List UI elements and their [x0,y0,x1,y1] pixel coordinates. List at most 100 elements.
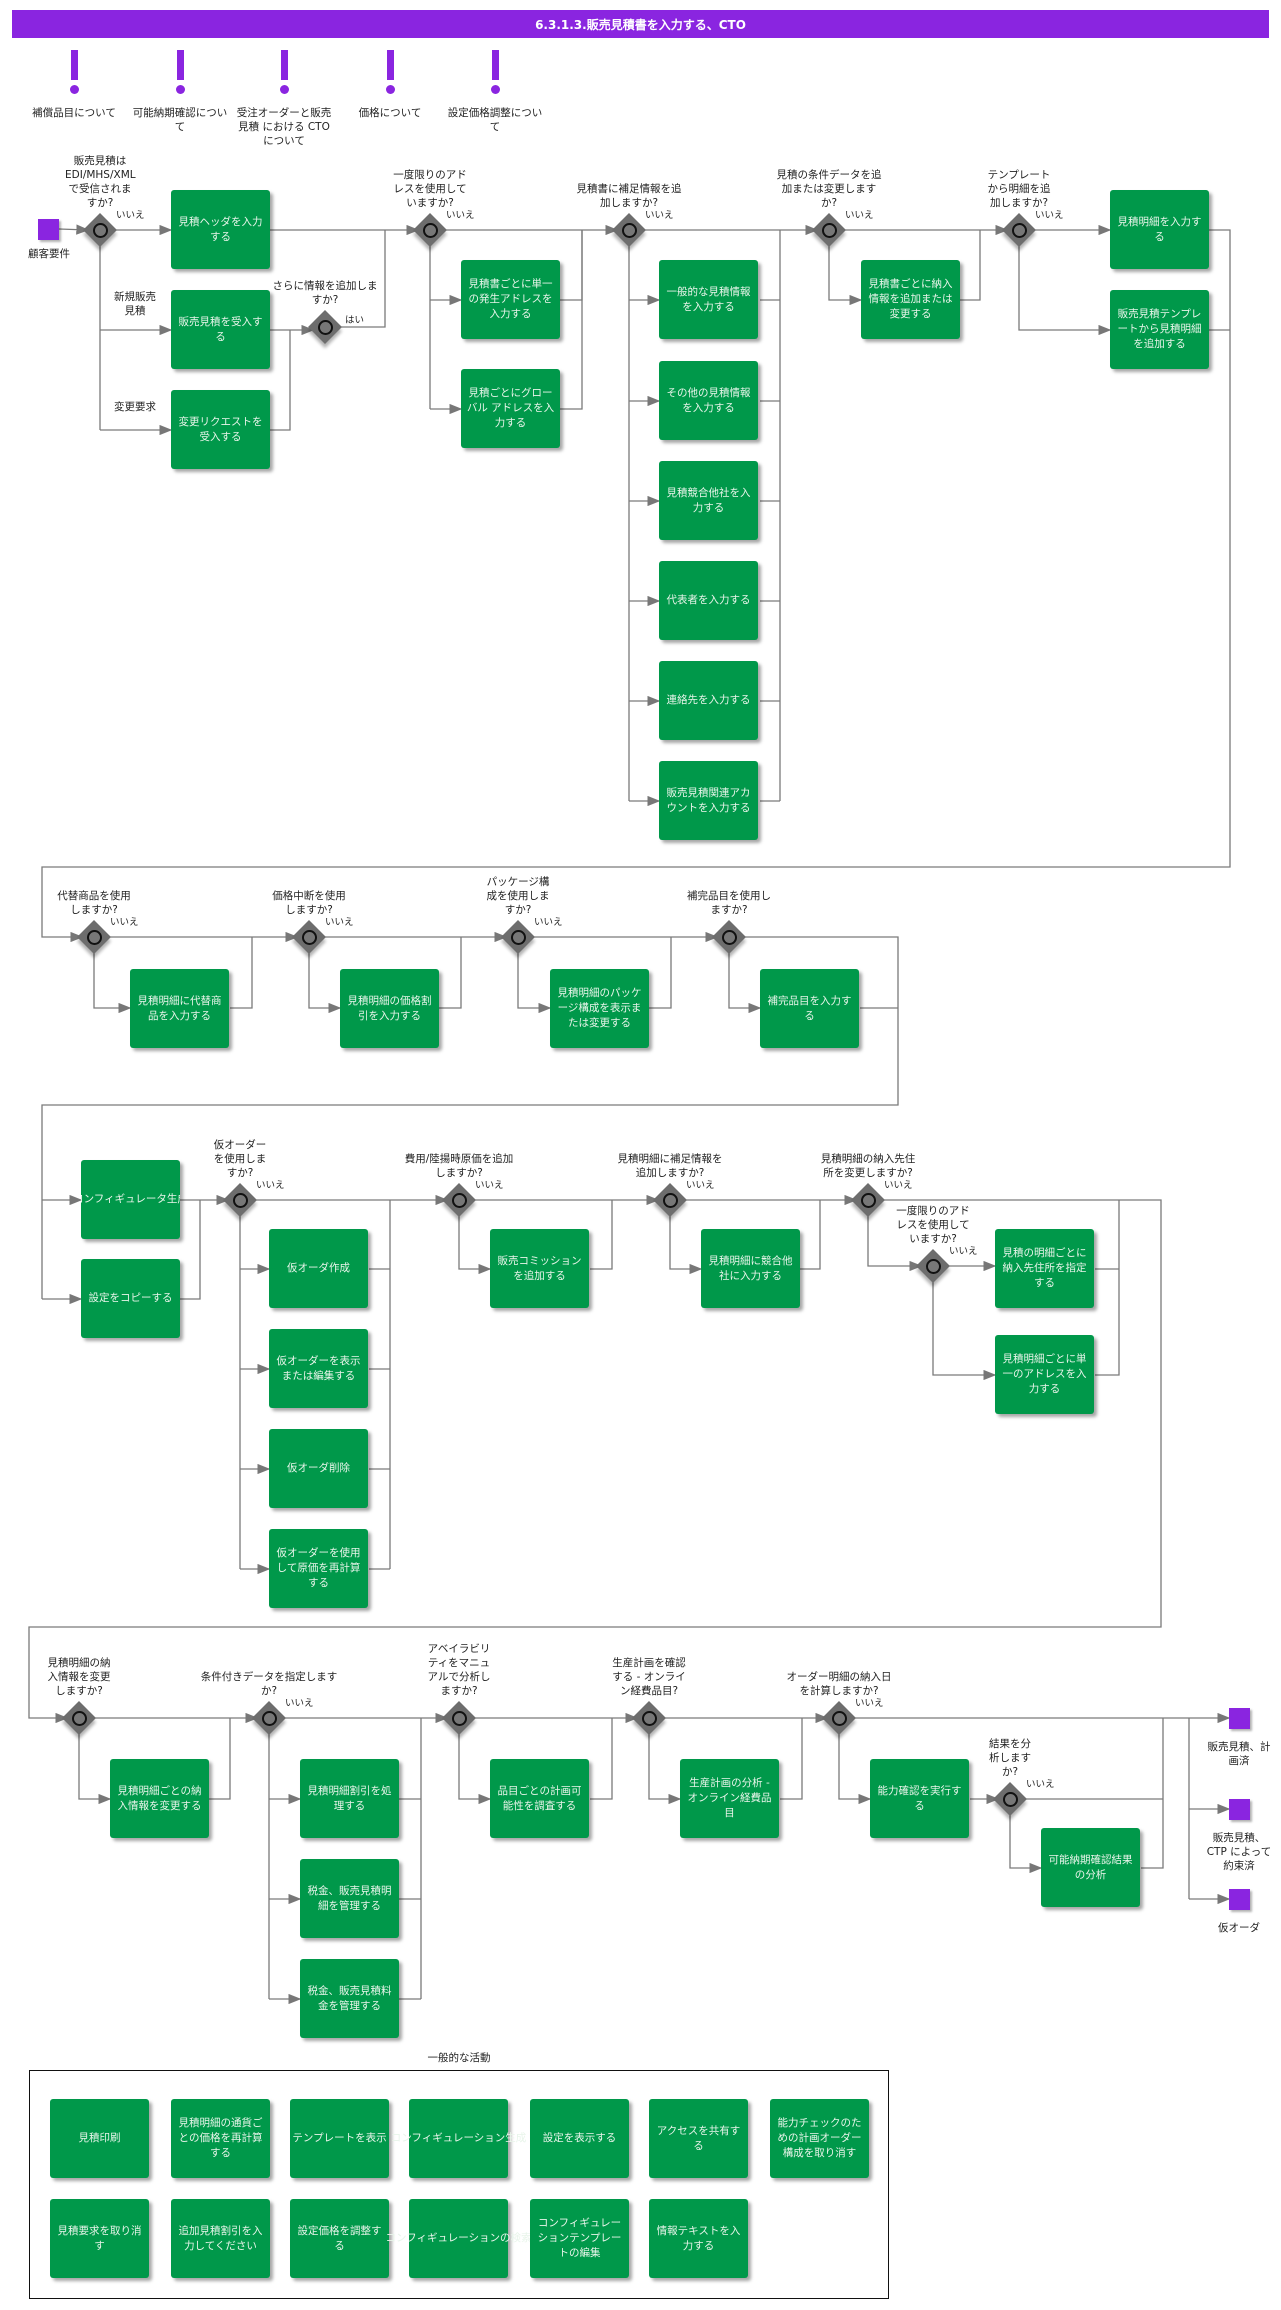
task-box[interactable]: 見積明細に代替商品を入力する [130,969,229,1048]
general-activity-box[interactable]: コンフィギュレーションテンプレートの編集 [530,2199,629,2278]
diagram-title: 6.3.1.3.販売見積書を入力する、CTO [12,10,1269,38]
general-activity-box[interactable]: 設定価格を調整する [290,2199,389,2278]
general-activity-box[interactable]: 見積印刷 [50,2099,149,2178]
note-label: 価格について [358,107,422,119]
task-box[interactable]: 見積明細割引を処理する [300,1759,399,1838]
general-activities-group [29,2070,889,2299]
task-label: 見積書ごとに単一の発生アドレスを入力する [468,278,553,320]
task-box[interactable]: 見積明細ごとの納入情報を変更する [110,1759,209,1838]
general-activity-box[interactable]: 設定を表示する [530,2099,629,2178]
general-activity-box[interactable]: テンプレートを表示 [290,2099,389,2178]
task-box[interactable]: 販売見積関連アカウントを入力する [659,761,758,840]
task-box[interactable]: 税金、販売見積明細を管理する [300,1859,399,1938]
general-activity-box[interactable]: アクセスを共有する [649,2099,748,2178]
task-box[interactable]: 販売コミッションを追加する [490,1229,589,1308]
task-box[interactable]: その他の見積情報を入力する [659,361,758,440]
gateway-1[interactable] [308,310,342,344]
gateway-3[interactable] [612,213,646,247]
gateway-circle-icon [423,223,438,238]
task-box[interactable]: 仮オーダ作成 [269,1229,368,1308]
gateway-0[interactable] [83,213,117,247]
task-box[interactable]: 生産計画の分析 - オンライン経費品目 [680,1759,779,1838]
task-box[interactable]: 見積競合他社を入力する [659,461,758,540]
task-box[interactable]: 変更リクエストを受入する [171,390,270,469]
task-box[interactable]: 設定をコピーする [81,1259,180,1338]
general-activity-label: コンフィギュレーションテンプレートの編集 [537,2217,622,2259]
task-box[interactable]: 能力確認を実行する [870,1759,969,1838]
gateway-2[interactable] [413,213,447,247]
task-box[interactable]: 仮オーダ削除 [269,1429,368,1508]
gateway-17[interactable] [442,1701,476,1735]
gateway-8[interactable] [501,920,535,954]
sequence-flow-arrow [41,936,899,1299]
task-box[interactable]: 見積の明細ごとに納入先住所を指定する [995,1229,1094,1308]
general-activity-box[interactable]: 能力チェックのための計画オーダー構成を取り消す [770,2099,869,2178]
task-box[interactable]: 見積明細を入力する [1110,190,1209,269]
gateway-9[interactable] [712,920,746,954]
task-box[interactable]: 販売見積テンプレートから見積明細を追加する [1110,290,1209,369]
task-box[interactable]: 販売見積を受入する [171,290,270,369]
gateway-12[interactable] [653,1183,687,1217]
note-1[interactable]: 可能納期確認について [130,50,230,134]
end-event-1[interactable] [1229,1799,1250,1820]
gateway-20[interactable] [993,1782,1027,1816]
sequence-flow-arrow [780,1718,803,1800]
gateway-11[interactable] [442,1183,476,1217]
task-label: 設定をコピーする [88,1292,173,1304]
gateway-question: 見積明細の納入先住所を変更しますか? [820,1153,916,1179]
task-box[interactable]: 税金、販売見積料金を管理する [300,1959,399,2038]
gateway-16[interactable] [252,1701,286,1735]
gateway-5[interactable] [1002,213,1036,247]
gateway-18[interactable] [632,1701,666,1735]
task-box[interactable]: 見積書ごとに納入情報を追加または変更する [861,260,960,339]
sequence-flow-arrow [458,1212,492,1275]
task-box[interactable]: 仮オーダーを表示または編集する [269,1329,368,1408]
task-box[interactable]: 見積ヘッダを入力する [171,190,270,269]
start-event[interactable] [38,219,59,240]
gateway-13[interactable] [851,1183,885,1217]
task-box[interactable]: コンフィギュレータ生成 [81,1160,180,1239]
task-box[interactable]: 見積明細の価格割引を入力する [340,969,439,1048]
note-4[interactable]: 設定価格調整について [445,50,545,134]
note-3[interactable]: 価格について [340,50,440,120]
note-0[interactable]: 補償品目について [24,50,124,120]
general-activity-box[interactable]: コンフィギュレーション生成 [391,2099,526,2178]
gateway-14[interactable] [916,1249,950,1283]
task-box[interactable]: 連絡先を入力する [659,661,758,740]
task-label: 代表者を入力する [666,594,751,606]
general-activity-label: テンプレートを表示 [292,2132,387,2144]
note-2[interactable]: 受注オーダーと販売見積 における CTO について [234,50,334,148]
general-activity-box[interactable]: コンフィギュレーションの検索 [385,2199,532,2278]
task-box[interactable]: 見積明細のパッケージ構成を表示または変更する [550,969,649,1048]
task-label: 連絡先を入力する [666,694,751,706]
task-box[interactable]: 仮オーダーを使用して原価を再計算する [269,1529,368,1608]
task-box[interactable]: 可能納期確認結果の分析 [1041,1828,1140,1907]
gateway-19[interactable] [822,1701,856,1735]
gateway-question: 見積の条件データを追加または変更しますか? [776,169,882,209]
task-label: 見積明細ごとの納入情報を変更する [117,1784,202,1812]
task-label: 見積明細に競合他社に入力する [708,1254,793,1282]
general-activity-box[interactable]: 見積要求を取り消す [50,2199,149,2278]
task-box[interactable]: 補完品目を入力する [760,969,859,1048]
sequence-flow-arrow [180,1200,201,1300]
task-label: 一般的な見積情報を入力する [666,285,751,313]
task-box[interactable]: 代表者を入力する [659,561,758,640]
gateway-7[interactable] [292,920,326,954]
task-box[interactable]: 一般的な見積情報を入力する [659,260,758,339]
gateway-circle-icon [87,930,102,945]
task-box[interactable]: 見積ごとにグローバル アドレスを入力する [461,369,560,448]
general-activity-box[interactable]: 情報テキストを入力する [649,2199,748,2278]
end-event-2[interactable] [1229,1889,1250,1910]
task-box[interactable]: 品目ごとの計画可能性を調査する [490,1759,589,1838]
task-box[interactable]: 見積書ごとに単一の発生アドレスを入力する [461,260,560,339]
gateway-15[interactable] [62,1701,96,1735]
gateway-6[interactable] [77,920,111,954]
gateway-4[interactable] [812,213,846,247]
general-activity-box[interactable]: 見積明細の通貨ごとの価格を再計算する [171,2099,270,2178]
task-box[interactable]: 見積明細に競合他社に入力する [701,1229,800,1308]
gateway-10[interactable] [223,1183,257,1217]
task-box[interactable]: 見積明細ごとに単一のアドレスを入力する [995,1335,1094,1414]
sequence-flow-arrow [669,1212,703,1275]
end-event-0[interactable] [1229,1708,1250,1729]
general-activity-box[interactable]: 追加見積割引を入力してください [171,2199,270,2278]
